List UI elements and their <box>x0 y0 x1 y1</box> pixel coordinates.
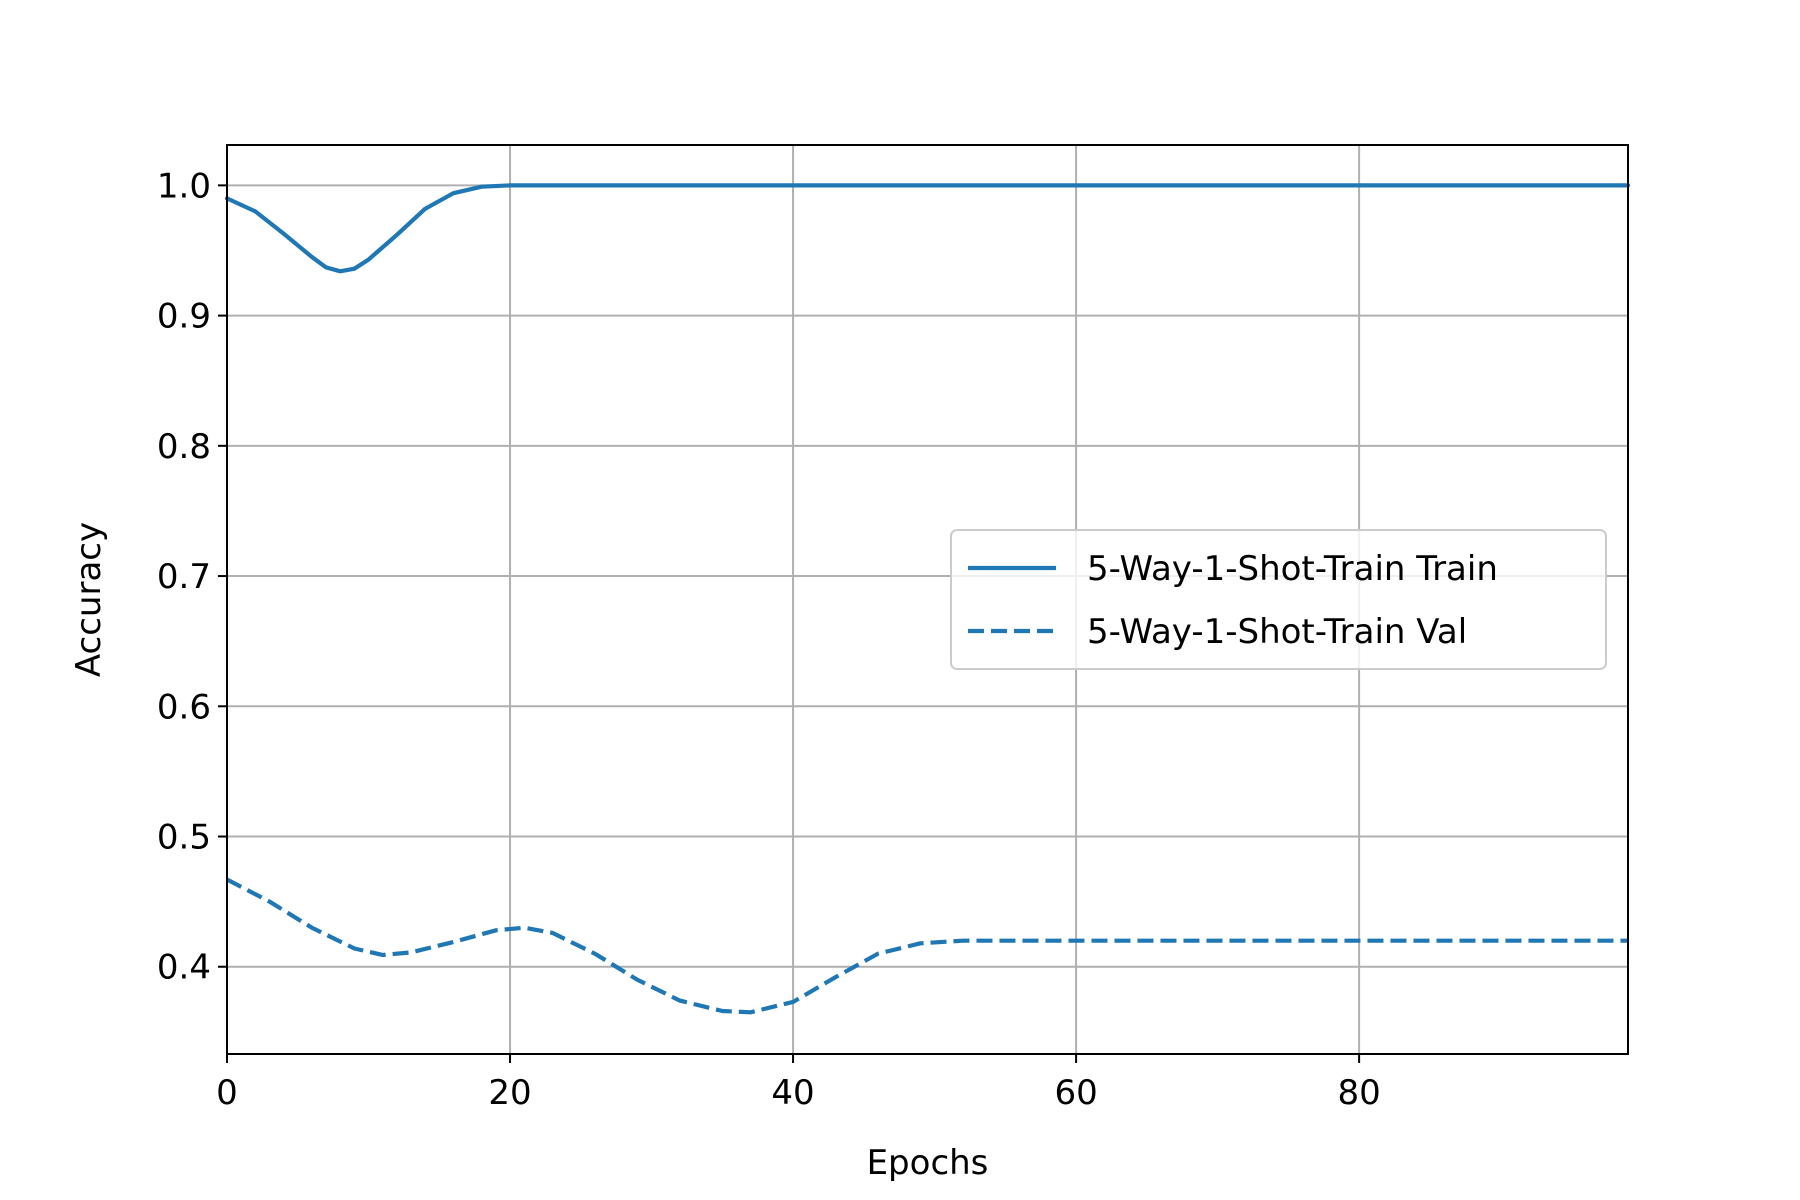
y-tick-label: 0.8 <box>157 427 211 467</box>
y-tick-label: 0.5 <box>157 818 211 858</box>
legend-box <box>950 529 1607 670</box>
y-axis-title: Accuracy <box>69 522 109 677</box>
y-tick-label: 0.4 <box>157 948 211 988</box>
x-tick-label: 40 <box>771 1073 814 1113</box>
x-tick-label: 20 <box>488 1073 531 1113</box>
y-tick-label: 1.0 <box>157 166 211 206</box>
x-tick-label: 80 <box>1337 1073 1380 1113</box>
x-tick-label: 60 <box>1054 1073 1097 1113</box>
legend-label-1: 5-Way-1-Shot-Train Train <box>1087 549 1498 589</box>
series-line-1 <box>224 183 1631 274</box>
x-axis-title: Epochs <box>867 1143 989 1183</box>
legend-label-2: 5-Way-1-Shot-Train Val <box>1087 612 1467 652</box>
series-group <box>224 183 1631 1015</box>
series-line-2 <box>226 877 1628 1015</box>
axis-ticks: 0 20 40 60 80 0.4 0.5 0.6 0.7 0.8 0.9 1.0 <box>157 166 1381 1113</box>
y-tick-label: 0.6 <box>157 687 211 727</box>
legend: 5-Way-1-Shot-Train Train 5-Way-1-Shot-Tra… <box>950 529 1607 670</box>
y-tick-label: 0.9 <box>157 297 211 337</box>
y-tick-label: 0.7 <box>157 557 211 597</box>
x-tick-label: 0 <box>216 1073 238 1113</box>
grid <box>226 145 1628 1054</box>
plot-area-frame <box>226 144 1629 1055</box>
